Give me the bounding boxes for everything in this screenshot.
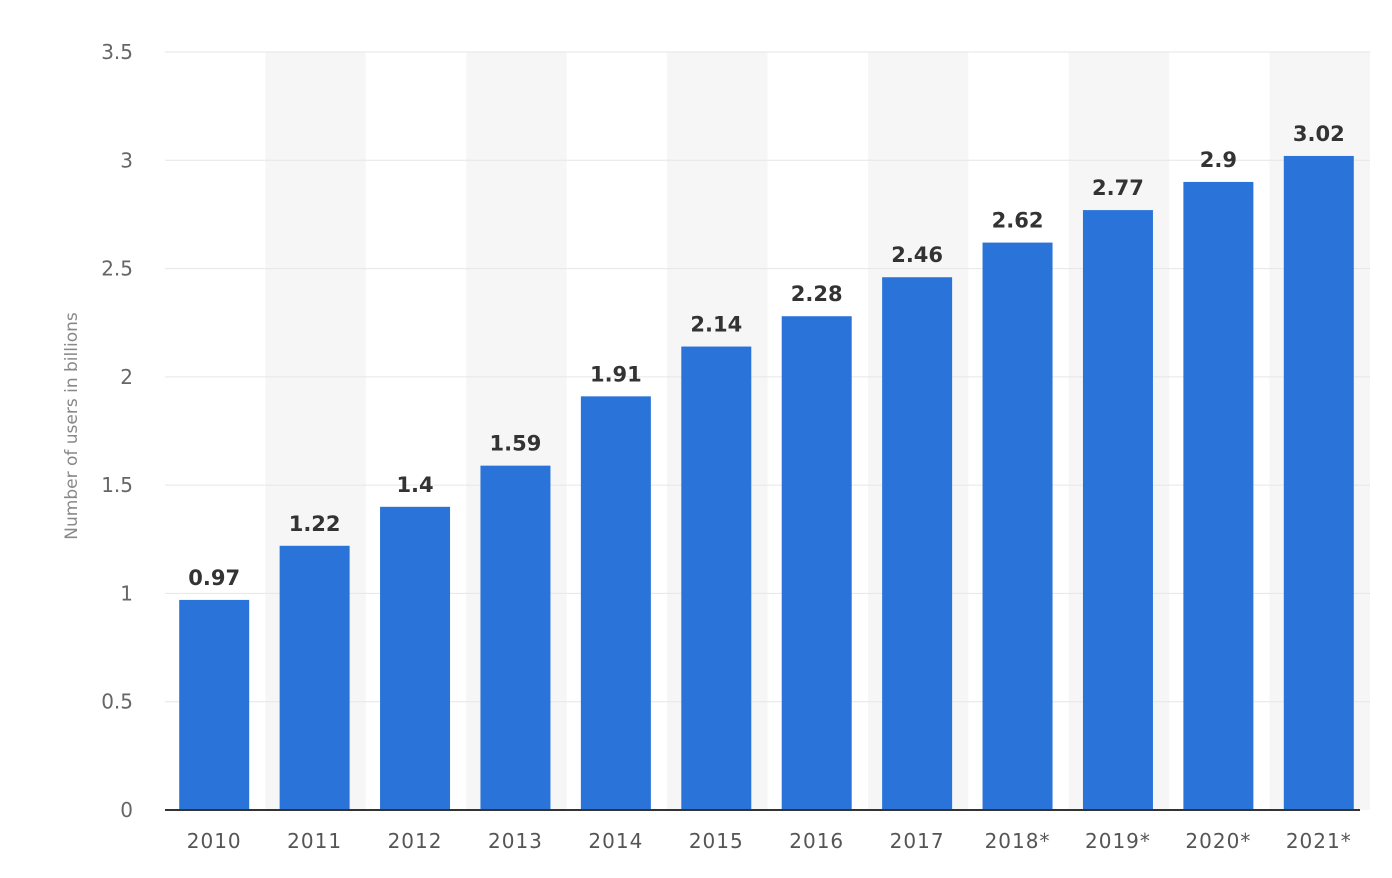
x-tick-label: 2018* <box>985 829 1051 853</box>
y-tick-label: 3.5 <box>101 40 133 64</box>
bar-2021* <box>1283 155 1354 810</box>
y-tick-label: 3 <box>120 148 133 172</box>
y-tick-label: 2.5 <box>101 257 133 281</box>
data-label-2014: 1.91 <box>590 362 642 386</box>
y-axis-ticks: 0 0.5 1 1.5 2 2.5 3 3.5 <box>101 40 133 822</box>
bar-2011 <box>279 545 350 810</box>
data-label-2016: 2.28 <box>791 282 843 306</box>
x-tick-label: 2012 <box>388 829 443 853</box>
y-tick-label: 2 <box>120 365 133 389</box>
x-tick-label: 2021* <box>1286 829 1352 853</box>
data-label-2019*: 2.77 <box>1092 176 1144 200</box>
data-labels: 0.97 1.22 1.4 1.59 1.91 2.14 2.28 2.46 2.62 2.77 2… <box>188 122 1344 590</box>
data-label-2011: 1.22 <box>289 512 341 536</box>
x-tick-label: 2010 <box>187 829 242 853</box>
data-label-2010: 0.97 <box>188 566 240 590</box>
bar-2015 <box>681 346 752 810</box>
bar-2018* <box>982 242 1053 810</box>
bar-2012 <box>380 506 451 810</box>
data-label-2018*: 2.62 <box>992 209 1044 233</box>
x-tick-label: 2015 <box>689 829 744 853</box>
bar-2019* <box>1082 210 1153 810</box>
bar-2014 <box>580 396 651 810</box>
bar-2010 <box>179 599 250 810</box>
data-label-2021*: 3.02 <box>1293 122 1345 146</box>
x-tick-label: 2020* <box>1185 829 1251 853</box>
bar-2013 <box>480 465 551 810</box>
y-tick-label: 0 <box>120 798 133 822</box>
y-tick-label: 1.5 <box>101 473 133 497</box>
bar-2017 <box>882 277 953 811</box>
y-axis-title: Number of users in billions <box>62 312 82 540</box>
data-label-2012: 1.4 <box>396 473 433 497</box>
y-tick-label: 1 <box>120 581 133 605</box>
bar-2020* <box>1183 181 1254 810</box>
bars <box>179 155 1354 811</box>
x-tick-label: 2019* <box>1085 829 1151 853</box>
data-label-2020*: 2.9 <box>1200 148 1237 172</box>
x-tick-label: 2014 <box>588 829 643 853</box>
y-tick-label: 0.5 <box>101 690 133 714</box>
x-tick-label: 2013 <box>488 829 543 853</box>
data-label-2015: 2.14 <box>690 313 742 337</box>
data-label-2013: 1.59 <box>490 432 542 456</box>
data-label-2017: 2.46 <box>891 243 943 267</box>
x-tick-label: 2017 <box>890 829 945 853</box>
x-tick-label: 2016 <box>789 829 844 853</box>
bar-2016 <box>781 316 852 810</box>
gridlines <box>165 51 1370 703</box>
x-axis-ticks: 2010 2011 2012 2013 2014 2015 2016 2017 2018* 201… <box>187 829 1352 853</box>
x-tick-label: 2011 <box>287 829 342 853</box>
